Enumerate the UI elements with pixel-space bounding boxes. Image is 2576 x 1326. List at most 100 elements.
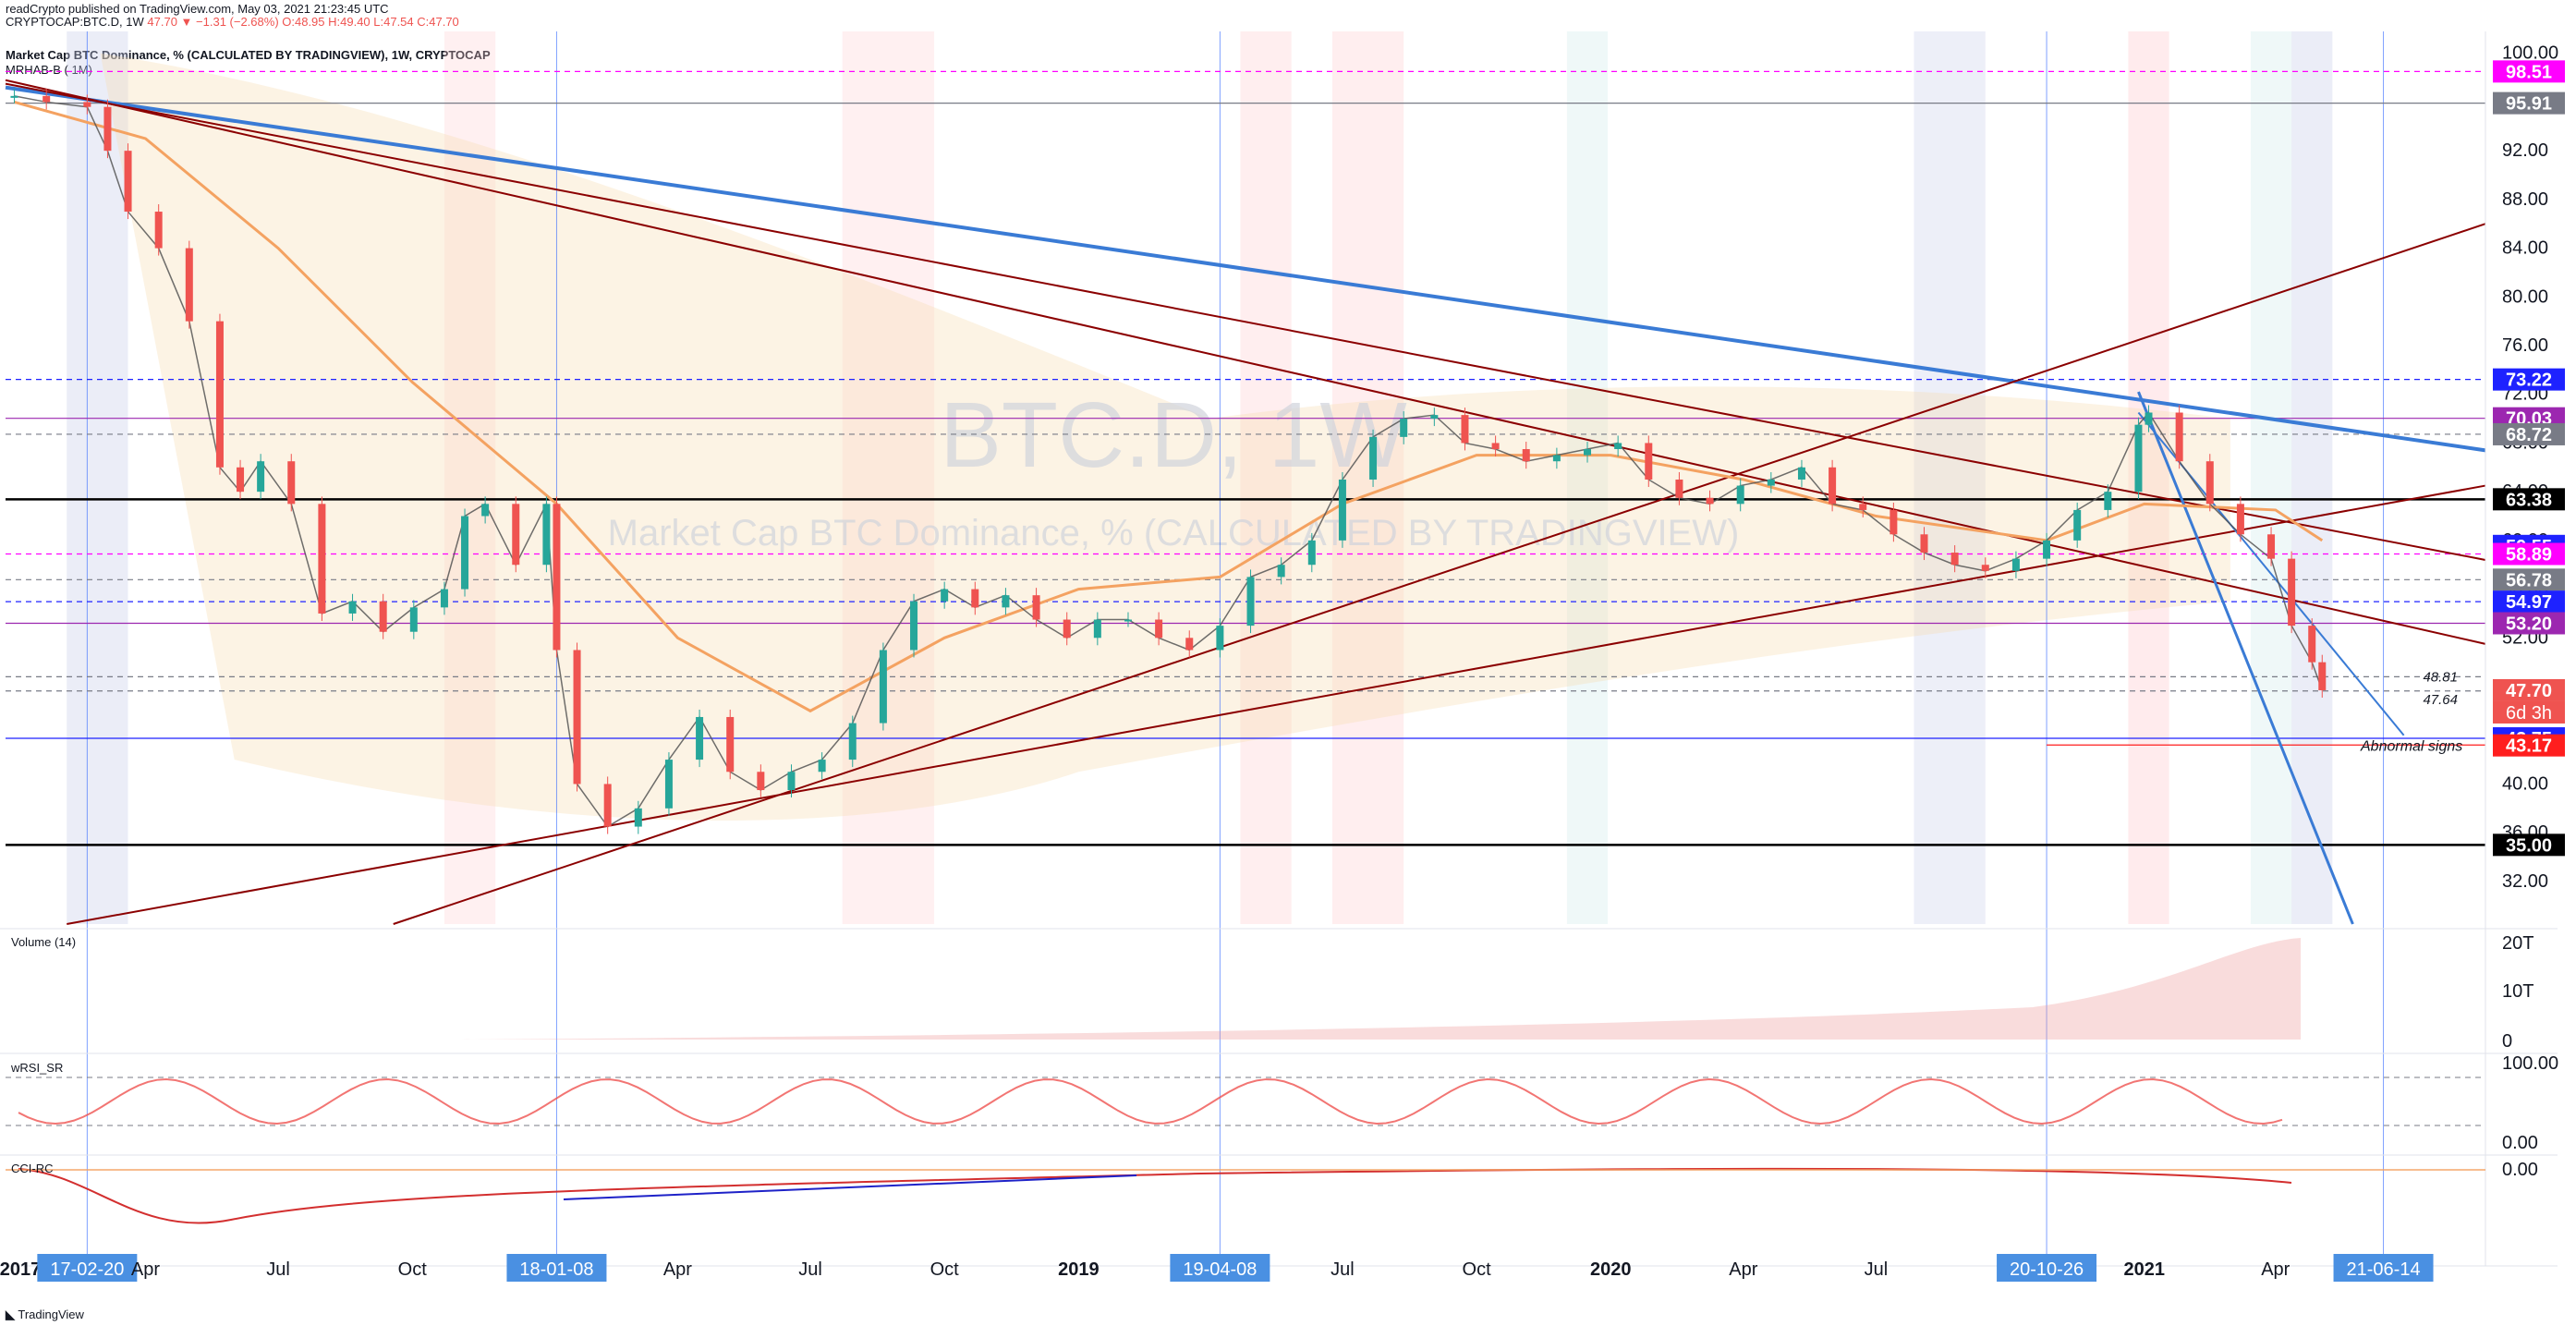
candle-body[interactable] <box>440 589 448 608</box>
candle-body[interactable] <box>1185 638 1194 651</box>
x-tick-label[interactable]: 18-01-08 <box>519 1259 593 1280</box>
candle-body[interactable] <box>1675 479 1683 498</box>
x-tick-highlight-bg[interactable] <box>506 1254 607 1282</box>
candle-body[interactable] <box>185 248 193 322</box>
candle-body[interactable] <box>1767 479 1775 486</box>
candle-body[interactable] <box>512 504 520 566</box>
candle-body[interactable] <box>1002 595 1010 608</box>
candle-body[interactable] <box>2134 424 2143 493</box>
cci-line[interactable] <box>18 1167 2292 1224</box>
x-tick-label[interactable]: 21-06-14 <box>2347 1259 2421 1280</box>
x-tick-label[interactable]: 2021 <box>2124 1259 2166 1280</box>
price-label[interactable]: 53.20 <box>2506 614 2552 634</box>
candle-body[interactable] <box>1216 626 1224 651</box>
candle-body[interactable] <box>2308 626 2316 663</box>
candle-body[interactable] <box>1338 479 1346 541</box>
price-label-bg[interactable] <box>2493 734 2565 757</box>
candle-body[interactable] <box>941 589 949 602</box>
candle-body[interactable] <box>215 321 224 468</box>
candle-body[interactable] <box>542 504 551 566</box>
candle-body[interactable] <box>1706 497 1714 505</box>
trend-line[interactable] <box>2137 391 2354 925</box>
candle-body[interactable] <box>2236 504 2244 535</box>
candle-body[interactable] <box>1093 619 1101 639</box>
candle-body[interactable] <box>1829 467 1837 505</box>
candle-body[interactable] <box>2145 412 2153 425</box>
candle-body[interactable] <box>103 106 112 152</box>
wrsi-line[interactable] <box>18 1077 2283 1125</box>
x-tick-label[interactable]: Jul <box>798 1259 822 1280</box>
wrsi-pane-label[interactable]: wRSI_SR <box>11 1061 64 1075</box>
candle-body[interactable] <box>481 504 490 517</box>
price-label-bg[interactable] <box>2493 833 2565 857</box>
price-label[interactable]: 73.22 <box>2506 371 2552 391</box>
study-title[interactable]: Market Cap BTC Dominance, % (CALCULATED … <box>6 48 491 62</box>
candle-body[interactable] <box>1552 455 1561 462</box>
candle-body[interactable] <box>10 95 18 98</box>
price-label[interactable]: 35.00 <box>2506 835 2552 856</box>
price-label[interactable]: 95.91 <box>2506 94 2552 115</box>
trend-line[interactable] <box>5 82 2486 561</box>
price-label-bg[interactable] <box>2493 612 2565 635</box>
candle-body[interactable] <box>1950 553 1959 566</box>
x-tick-label[interactable]: Oct <box>1463 1259 1492 1280</box>
candle-body[interactable] <box>1859 504 1867 510</box>
candle-body[interactable] <box>287 461 296 505</box>
candle-body[interactable] <box>910 601 918 651</box>
candle-body[interactable] <box>257 461 265 493</box>
candle-body[interactable] <box>664 760 673 809</box>
candle-body[interactable] <box>1797 467 1805 480</box>
candle-body[interactable] <box>726 716 735 772</box>
trend-line[interactable] <box>5 85 2486 453</box>
x-tick-label[interactable]: Apr <box>131 1259 160 1280</box>
study-sub[interactable]: MRHAB-B ( 1M) <box>6 63 92 77</box>
price-label[interactable]: 98.51 <box>2506 62 2552 82</box>
candle-body[interactable] <box>787 772 796 791</box>
x-tick-label[interactable]: Oct <box>398 1259 428 1280</box>
price-label-bg[interactable] <box>2493 678 2565 701</box>
price-label-bg[interactable] <box>2493 488 2565 511</box>
candle-body[interactable] <box>2104 492 2112 510</box>
candle-body[interactable] <box>1430 415 1439 420</box>
price-label-bg[interactable] <box>2493 91 2565 115</box>
cci-trend-line[interactable] <box>563 1174 1137 1200</box>
volume-area[interactable] <box>462 938 2301 1040</box>
candle-body[interactable] <box>124 151 132 213</box>
candle-body[interactable] <box>2267 534 2276 559</box>
price-label[interactable]: 43.17 <box>2506 736 2552 757</box>
x-tick-label[interactable]: Jul <box>1865 1259 1889 1280</box>
candle-body[interactable] <box>379 601 387 632</box>
candle-body[interactable] <box>2205 461 2214 505</box>
candle-body[interactable] <box>1920 534 1928 554</box>
candle-body[interactable] <box>1981 565 1989 571</box>
candle-body[interactable] <box>1369 436 1378 480</box>
candle-body[interactable] <box>1645 443 1653 480</box>
candle-body[interactable] <box>818 760 826 772</box>
candle-body[interactable] <box>154 212 163 249</box>
x-tick-label[interactable]: Apr <box>2261 1259 2290 1280</box>
candle-body[interactable] <box>1307 540 1316 566</box>
x-tick-label[interactable]: 2020 <box>1590 1259 1632 1280</box>
candle-body[interactable] <box>848 723 857 760</box>
candle-body[interactable] <box>409 607 418 632</box>
candle-body[interactable] <box>318 504 326 614</box>
candle-body[interactable] <box>634 808 642 827</box>
candle-body[interactable] <box>573 650 581 785</box>
price-label-bg[interactable] <box>2493 368 2565 391</box>
candle-body[interactable] <box>2011 558 2020 571</box>
candle-body[interactable] <box>43 95 51 103</box>
candle-body[interactable] <box>2043 540 2051 559</box>
price-label-bg[interactable] <box>2493 542 2565 566</box>
tradingview-logo[interactable]: ◣ TradingView <box>6 1308 84 1322</box>
candle-body[interactable] <box>696 716 704 760</box>
candle-body[interactable] <box>757 772 765 791</box>
candle-body[interactable] <box>2175 412 2183 462</box>
price-label[interactable]: 54.97 <box>2506 592 2552 613</box>
candle-body[interactable] <box>971 589 979 608</box>
candle-body[interactable] <box>1063 619 1071 639</box>
candle-body[interactable] <box>348 601 357 614</box>
candle-body[interactable] <box>1614 443 1622 450</box>
candle-body[interactable] <box>1400 419 1408 437</box>
candle-body[interactable] <box>1584 449 1592 456</box>
